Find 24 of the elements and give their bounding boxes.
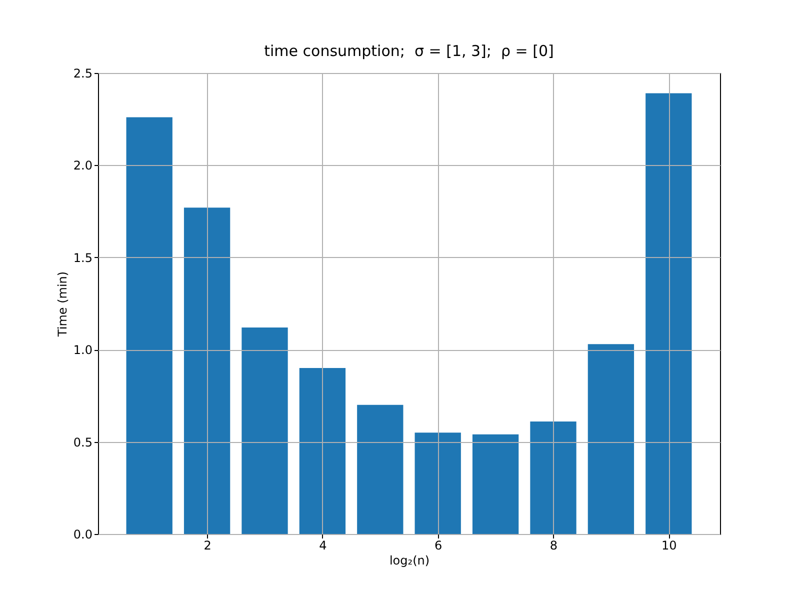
chart-title: time consumption; σ = [1, 3]; ρ = [0]: [264, 42, 554, 60]
bar: [299, 368, 346, 534]
bar: [472, 434, 519, 534]
bar: [588, 344, 634, 534]
bar: [414, 432, 461, 534]
x-tick-label: 6: [434, 538, 442, 552]
x-tick-label: 8: [550, 538, 558, 552]
bar: [126, 117, 172, 534]
x-tick-label: 4: [319, 538, 327, 552]
y-tick-label: 2.0: [73, 158, 92, 173]
y-tick-label: 1.0: [73, 343, 92, 358]
bar: [242, 327, 288, 534]
bar: [530, 422, 576, 534]
x-tick-label: 2: [204, 538, 212, 552]
bar: [184, 208, 230, 534]
y-axis-title: Time (min): [55, 271, 70, 338]
x-axis-title: log₂(n): [389, 554, 430, 568]
y-tick-label: 1.5: [73, 250, 92, 265]
y-tick-label: 2.5: [73, 66, 92, 80]
bar: [646, 93, 692, 534]
bar: [357, 404, 404, 534]
y-tick-label: 0.0: [73, 528, 92, 542]
y-tick-label: 0.5: [73, 435, 92, 450]
x-tick-label: 10: [662, 538, 677, 552]
